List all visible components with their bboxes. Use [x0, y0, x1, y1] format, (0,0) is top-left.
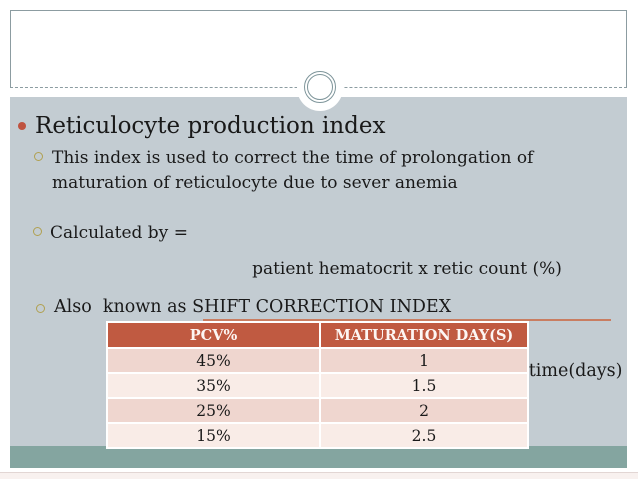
- bullet-dot-icon: [18, 122, 26, 130]
- table-cell-maturation: 2.5: [319, 422, 529, 449]
- table-cell-maturation: 2: [319, 397, 529, 424]
- fraction-line: [203, 319, 611, 321]
- table-row: 35% 1.5: [106, 372, 529, 399]
- shift-correction-index-line: Also known as SHIFT CORRECTION INDEX: [54, 297, 452, 317]
- sub-bullet-ring-icon: [36, 304, 45, 313]
- footer-teal-band: [10, 446, 627, 468]
- bullet-item-definition-line1: This index is used to correct the time o…: [52, 148, 534, 168]
- sub-bullet-ring-icon: [33, 227, 42, 236]
- table-row: 25% 2: [106, 397, 529, 424]
- sub-bullet-ring-icon: [34, 152, 43, 161]
- table-cell-maturation: 1: [319, 347, 529, 374]
- table-cell-maturation: 1.5: [319, 372, 529, 399]
- table-row: 15% 2.5: [106, 422, 529, 449]
- circle-ornament-icon: [304, 71, 336, 103]
- table-row: 45% 1: [106, 347, 529, 374]
- table-header-pcv: PCV%: [106, 321, 321, 349]
- table-cell-pcv: 25%: [106, 397, 321, 424]
- bottom-strip: [0, 472, 638, 479]
- table-header-row: PCV% MATURATION DAY(S): [106, 321, 529, 349]
- table-cell-pcv: 45%: [106, 347, 321, 374]
- title-row: Reticulocyte production index: [18, 111, 386, 141]
- bullet-item-definition-line2: maturation of reticulocyte due to sever …: [52, 173, 458, 193]
- table-header-maturation: MATURATION DAY(S): [319, 321, 529, 349]
- table-cell-pcv: 15%: [106, 422, 321, 449]
- pcv-maturation-table: PCV% MATURATION DAY(S) 45% 1 35% 1.5 25%…: [106, 321, 529, 449]
- page-title: Reticulocyte production index: [35, 113, 386, 139]
- fraction-numerator: patient hematocrit x retic count (%): [252, 259, 562, 279]
- table-cell-pcv: 35%: [106, 372, 321, 399]
- calculated-by-label: Calculated by =: [50, 223, 188, 243]
